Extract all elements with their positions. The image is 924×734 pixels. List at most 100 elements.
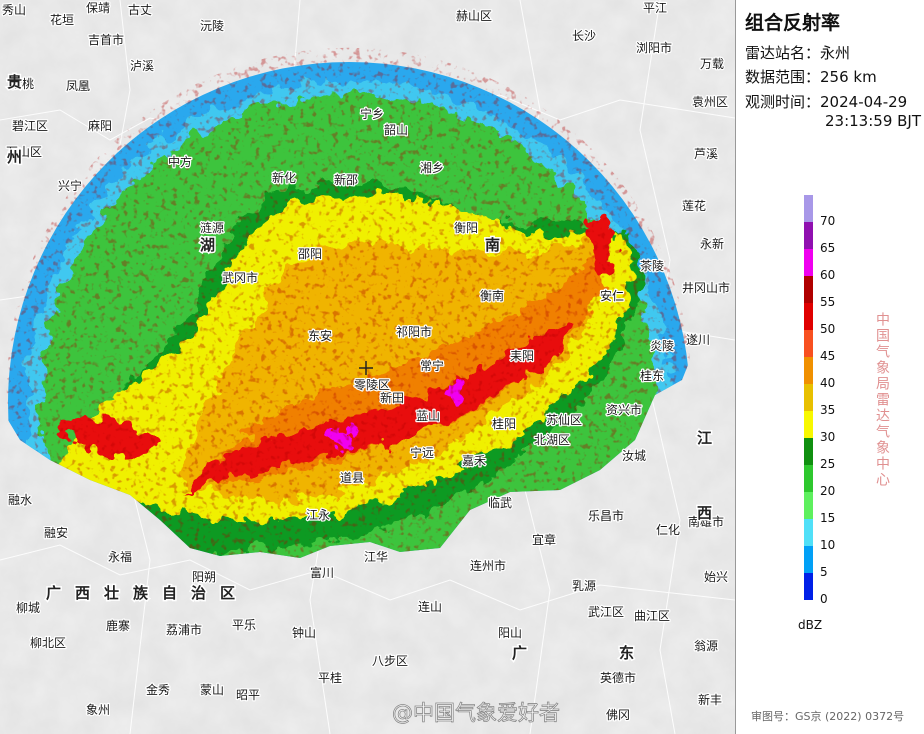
place-label: 新化 (272, 170, 296, 185)
place-label: 耒阳 (510, 349, 534, 363)
legend-label: 30 (820, 430, 835, 444)
legend-label: 65 (820, 241, 835, 255)
place-label: 长沙 (572, 29, 596, 43)
place-label: 柳北区 (30, 636, 66, 650)
place-label: 袁州区 (692, 95, 728, 109)
time-row-2: 23:13:59 BJT (825, 112, 921, 130)
place-label: 赫山区 (456, 9, 492, 23)
place-label: 花垣 (50, 12, 74, 27)
place-label: 武冈市 (222, 270, 258, 285)
legend-swatch (804, 249, 813, 276)
place-label: 零陵区 (354, 378, 390, 392)
legend-label: 20 (820, 484, 835, 498)
value: 23:13:59 BJT (825, 112, 922, 130)
place-label: 平桂 (318, 670, 342, 685)
place-label: 桂东 (640, 368, 664, 383)
legend-label: 40 (820, 376, 835, 390)
place-label: 蓝山 (416, 409, 440, 423)
place-label: 吉首市 (88, 32, 124, 47)
place-label: 新邵 (334, 172, 358, 187)
legend-unit: dBZ (798, 618, 823, 632)
place-label: 泸溪 (130, 59, 154, 73)
legend-swatch (804, 384, 813, 411)
legend-swatch (804, 222, 813, 249)
place-label: 麻阳 (88, 118, 112, 133)
legend-swatch (804, 492, 813, 519)
place-label: 炎陵 (650, 339, 674, 353)
place-label: 中方 (168, 154, 192, 169)
label: 数据范围： (745, 68, 821, 86)
place-label: 象州 (86, 703, 110, 717)
place-label: 宁远 (410, 445, 434, 460)
place-label: 北湖区 (534, 432, 570, 447)
place-label: 金秀 (146, 682, 170, 697)
place-label: 英德市 (600, 670, 636, 685)
place-label: 井冈山市 (682, 280, 730, 295)
place-label: 乐昌市 (588, 508, 624, 523)
place-label: 佛冈 (606, 708, 630, 722)
place-label: 阳朔 (192, 569, 216, 584)
legend-swatch (804, 357, 813, 384)
legend-label: 60 (820, 268, 835, 282)
place-label: 武江区 (588, 605, 624, 619)
legend-label: 5 (820, 565, 828, 579)
place-label: 融水 (8, 493, 32, 507)
place-label: 蒙山 (200, 683, 224, 697)
legend-label: 0 (820, 592, 828, 606)
place-label: 永新 (700, 236, 724, 251)
place-label: 富川 (310, 565, 334, 580)
place-label: 昭平 (236, 688, 260, 702)
legend-swatch (804, 438, 813, 465)
place-label: 钟山 (292, 625, 316, 640)
legend-swatch (804, 546, 813, 573)
agency: 中国气象局雷达气象中心 (874, 312, 890, 488)
place-label: 荔浦市 (166, 622, 202, 637)
color-legend: 0 5 10 15 20 25 30 35 40 45 50 55 60 65 70 (804, 195, 835, 606)
legend-label: 45 (820, 349, 835, 363)
place-label: 柳城 (16, 601, 40, 615)
province-label: 广西壮族自治区 (46, 584, 249, 602)
legend-label: 25 (820, 457, 835, 471)
place-label: 祁阳市 (396, 324, 432, 339)
place-label: 八步区 (372, 654, 408, 668)
legend-label: 50 (820, 322, 835, 336)
place-label: 湘乡 (420, 160, 444, 175)
legend-label: 55 (820, 295, 835, 309)
panel-title: 组合反射率 (745, 12, 841, 34)
place-label: 道县 (340, 471, 364, 485)
legend-label: 70 (820, 214, 835, 228)
value: 永州 (820, 44, 851, 62)
place-label: 翁源 (694, 639, 718, 653)
place-label: 万山区 (6, 145, 42, 159)
place-label: 仁化 (656, 523, 680, 537)
legend-swatch (804, 195, 813, 222)
place-label: 鹿寨 (106, 618, 130, 633)
place-label: 安仁 (600, 288, 624, 303)
place-label: 南雄市 (688, 514, 724, 529)
place-label: 遂川 (686, 333, 710, 347)
place-label: 平乐 (232, 618, 256, 632)
legend-swatch (804, 276, 813, 303)
place-label: 保靖 (86, 1, 110, 15)
place-label: 衡南 (480, 288, 504, 303)
place-label: 资兴市 (606, 402, 642, 417)
place-label: 松桃 (10, 76, 34, 91)
province-label: 广东 (512, 644, 726, 662)
place-label: 始兴 (704, 570, 728, 584)
info-panel: 组合反射率 雷达站名：永州 数据范围：256 km 观测时间：2024-04-2… (735, 0, 924, 734)
place-label: 嘉禾 (462, 454, 486, 468)
place-label: 永福 (108, 549, 132, 564)
place-label: 芦溪 (694, 147, 718, 161)
place-label: 平江 (643, 1, 667, 15)
place-label: 连山 (418, 599, 442, 614)
place-label: 宜章 (532, 532, 556, 547)
range-row: 数据范围：256 km (745, 66, 877, 87)
legend-swatch (804, 519, 813, 546)
legend-label: 10 (820, 538, 835, 552)
watermark: @中国气象爱好者 (392, 701, 560, 725)
legend-swatch (804, 330, 813, 357)
place-label: 苏仙区 (546, 413, 582, 427)
legend-label: 35 (820, 403, 835, 417)
